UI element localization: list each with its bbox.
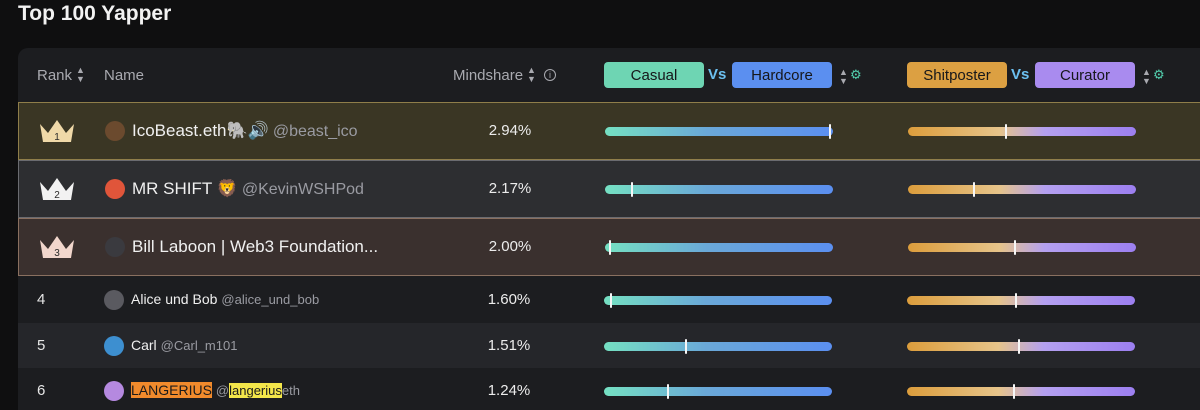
shitposter-curator-bar — [908, 124, 1136, 139]
mindshare-header-label: Mindshare — [453, 66, 524, 84]
crown-rank-icon: 2 — [40, 178, 74, 201]
rank-number: 4 — [37, 290, 46, 308]
user-handle: @KevinWSHPod — [241, 180, 364, 198]
shitposter-curator-bar-marker — [1005, 124, 1008, 139]
user-name[interactable]: Carl @Carl_m101 — [131, 337, 237, 353]
table-row[interactable]: 5 Carl @Carl_m101 1.51% — [18, 323, 1200, 368]
hardcore-filter-pill[interactable]: Hardcore — [732, 62, 832, 88]
mindshare-column-header[interactable]: Mindshare ▲ ▼ i — [453, 48, 556, 102]
display-name: Carl — [131, 337, 157, 354]
user-name[interactable]: LANGERIUS @langeriuseth — [131, 382, 300, 399]
user-handle: @Carl_m101 — [160, 338, 238, 354]
user-name[interactable]: MR SHIFT 🦁 @KevinWSHPod — [132, 179, 364, 199]
casual-hardcore-bar — [605, 124, 833, 139]
table-header: Rank ▲ ▼ Name Mindshare ▲ ▼ i Casual Vs Ha… — [18, 48, 1200, 102]
curator-label: Curator — [1059, 66, 1111, 84]
casual-hardcore-bar — [604, 292, 832, 308]
casual-hardcore-bar-marker — [631, 182, 634, 197]
mindshare-value: 1.60% — [487, 290, 531, 308]
user-name[interactable]: Bill Laboon | Web3 Foundation... — [132, 237, 382, 257]
curator-filter-pill[interactable]: Curator — [1035, 62, 1135, 88]
vs-label-2: Vs — [1011, 66, 1030, 83]
table-row[interactable]: 2 MR SHIFT 🦁 @KevinWSHPod 2.17% — [18, 160, 1200, 218]
shitposter-curator-bar — [907, 338, 1135, 354]
hardcore-label: Hardcore — [751, 66, 813, 84]
user-handle: @beast_ico — [272, 122, 358, 140]
casual-hardcore-sort-icon[interactable]: ▲ ▼ — [839, 67, 848, 86]
user-name[interactable]: Alice und Bob @alice_und_bob — [131, 291, 319, 307]
avatar[interactable] — [105, 179, 125, 199]
rank-sort-icon[interactable]: ▲ ▼ — [76, 65, 85, 84]
shitposter-curator-bar-marker — [1017, 338, 1020, 354]
handle-highlight: langerius — [229, 383, 282, 399]
rank-column-header[interactable]: Rank ▲ ▼ — [37, 48, 85, 102]
casual-hardcore-bar-marker — [609, 292, 612, 308]
display-name: MR SHIFT 🦁 — [132, 178, 238, 198]
display-name: IcoBeast.eth🐘🔊 — [132, 120, 269, 140]
crown-rank-icon: 3 — [40, 236, 74, 259]
user-handle: @alice_und_bob — [221, 292, 320, 308]
avatar[interactable] — [104, 380, 124, 401]
shitposter-curator-sort-icon[interactable]: ▲ ▼ — [1142, 67, 1151, 86]
user-name[interactable]: IcoBeast.eth🐘🔊 @beast_ico — [132, 121, 358, 141]
avatar[interactable] — [104, 289, 124, 310]
casual-hardcore-bar-marker — [608, 240, 611, 255]
crown-rank-number: 1 — [54, 132, 60, 143]
shitposter-curator-bar-marker — [1013, 383, 1016, 399]
shitposter-curator-bar — [907, 292, 1135, 308]
page-title: Top 100 Yapper — [18, 2, 172, 25]
crown-rank-number: 2 — [54, 190, 60, 201]
casual-label: Casual — [630, 66, 678, 84]
avatar[interactable] — [104, 335, 124, 356]
shitposter-curator-settings-icon[interactable]: ⚙ — [1153, 67, 1165, 82]
casual-hardcore-bar — [605, 240, 833, 255]
vs-label-1: Vs — [708, 66, 727, 83]
info-icon[interactable]: i — [543, 69, 556, 81]
shitposter-curator-bar — [907, 383, 1135, 399]
rank-number: 5 — [37, 336, 46, 354]
display-name: LANGERIUS — [131, 382, 212, 399]
avatar[interactable] — [105, 121, 125, 141]
mindshare-value: 2.17% — [488, 180, 532, 197]
crown-rank-number: 3 — [54, 248, 60, 259]
table-row[interactable]: 1 IcoBeast.eth🐘🔊 @beast_ico 2.94% — [18, 102, 1200, 160]
casual-filter-pill[interactable]: Casual — [604, 62, 704, 88]
shitposter-curator-bar-marker — [1014, 240, 1017, 255]
shitposter-filter-pill[interactable]: Shitposter — [907, 62, 1007, 88]
casual-hardcore-settings-icon[interactable]: ⚙ — [850, 67, 862, 82]
mindshare-sort-icon[interactable]: ▲ ▼ — [527, 65, 536, 84]
shitposter-curator-bar-marker — [1015, 292, 1018, 308]
rank-number: 6 — [37, 381, 46, 399]
display-name: Bill Laboon | Web3 Foundation... — [132, 236, 379, 256]
mindshare-value: 2.00% — [488, 238, 532, 255]
name-column-header: Name — [104, 48, 144, 102]
table-row[interactable]: 3 Bill Laboon | Web3 Foundation... 2.00% — [18, 218, 1200, 276]
casual-hardcore-bar-marker — [685, 338, 688, 354]
mindshare-value: 1.24% — [487, 381, 531, 399]
name-header-label: Name — [104, 66, 145, 84]
shitposter-curator-bar-marker — [973, 182, 976, 197]
user-handle: @langeriuseth — [215, 383, 300, 399]
leaderboard-panel: KAITO KAITO Rank ▲▼ Name Mindshare ▲▼ i … — [18, 48, 1200, 410]
mindshare-value: 1.51% — [487, 336, 531, 354]
casual-hardcore-bar — [605, 182, 833, 197]
shitposter-label: Shitposter — [923, 66, 991, 84]
mindshare-value: 2.94% — [488, 122, 532, 139]
casual-hardcore-bar — [604, 383, 832, 399]
avatar[interactable] — [105, 237, 125, 257]
casual-hardcore-bar-marker — [666, 383, 669, 399]
shitposter-curator-bar — [908, 240, 1136, 255]
shitposter-curator-bar — [908, 182, 1136, 197]
table-row[interactable]: 4 Alice und Bob @alice_und_bob 1.60% — [18, 277, 1200, 322]
table-row[interactable]: 6 LANGERIUS @langeriuseth 1.24% — [18, 368, 1200, 410]
casual-hardcore-bar-marker — [829, 124, 831, 139]
rank-header-label: Rank — [37, 66, 73, 84]
casual-hardcore-bar — [604, 338, 832, 354]
display-name: Alice und Bob — [131, 291, 218, 308]
crown-rank-icon: 1 — [40, 120, 74, 143]
